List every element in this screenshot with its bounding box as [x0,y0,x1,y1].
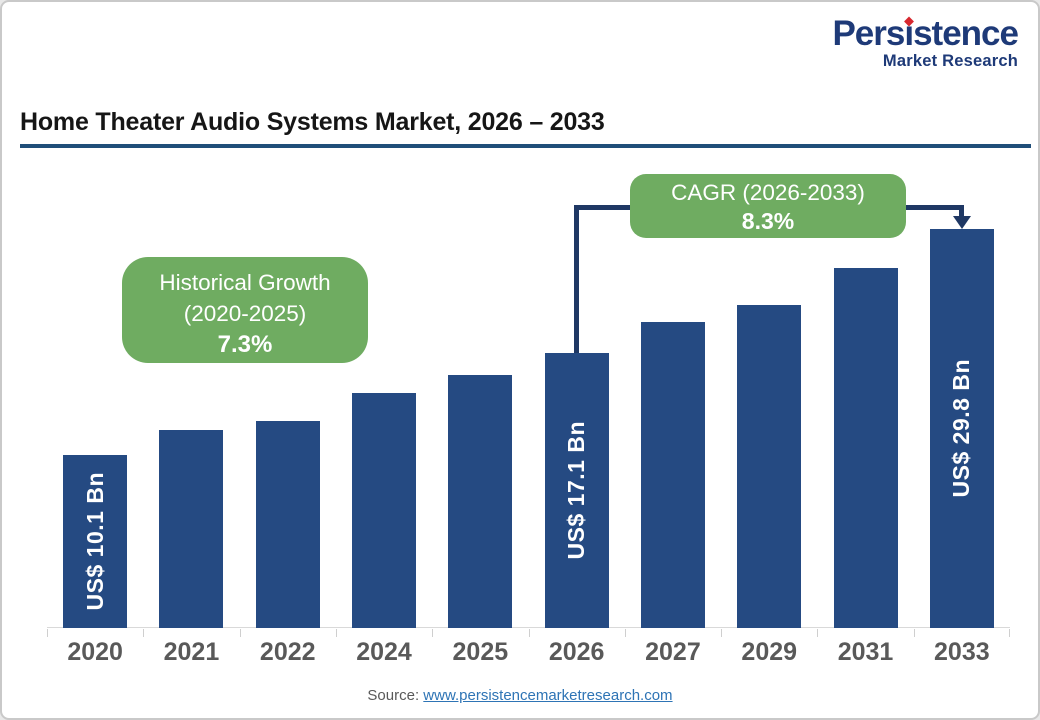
logo-letter-i: ı [903,14,914,53]
bar-2027 [640,322,705,628]
bar-2024 [352,393,417,628]
bar-2025 [448,375,513,628]
bar-2029 [737,305,802,628]
chart-title: Home Theater Audio Systems Market, 2026 … [20,108,605,136]
x-label-2025: 2025 [452,638,509,666]
plot-area: US$ 10.1 Bn US$ 17.1 Bn US$ 29.8 Bn [47,162,1010,637]
bar-value-label-2026: US$ 17.1 Bn [563,421,590,560]
x-label-2033: 2033 [934,638,990,666]
x-label-2024: 2024 [356,638,412,666]
axis-tick [817,629,819,637]
source-label: Source: [367,687,424,704]
source-link[interactable]: www.persistencemarketresearch.com [423,687,673,704]
x-axis-labels: 2020 2021 2022 2024 2025 2026 2027 2029 2031 2033 [47,638,1010,672]
bar-2020: US$ 10.1 Bn [63,455,128,628]
historical-growth-value: 7.3% [217,331,273,358]
bar-2021 [159,430,224,628]
axis-tick [528,629,530,637]
historical-growth-label: Historical Growth [159,270,331,295]
axis-tick [432,629,434,637]
title-underline [20,144,1031,148]
x-label-2027: 2027 [645,638,701,666]
axis-tick [47,629,48,637]
bar-2026: US$ 17.1 Bn [544,353,609,628]
axis-tick [239,629,241,637]
x-label-2026: 2026 [548,638,605,666]
cagr-callout: CAGR (2026-2033) 8.3% [630,174,906,238]
axis-tick [143,629,145,637]
axis-tick [1009,629,1010,637]
historical-growth-callout: Historical Growth (2020-2025) 7.3% [122,257,368,363]
bar-2033: US$ 29.8 Bn [929,229,994,628]
x-label-2031: 2031 [837,638,894,666]
cagr-connector-arrowhead-icon [953,216,971,229]
bar-2031 [833,268,898,628]
x-label-2022: 2022 [259,638,316,666]
bar-value-label-2020: US$ 10.1 Bn [81,472,108,611]
logo-text-pre: Pers [832,14,905,53]
logo-wordmark: Persı stence [832,14,1019,53]
bar-2022 [255,421,320,628]
cagr-label: CAGR (2026-2033) [671,180,865,205]
cagr-connector-left-segment [574,205,579,353]
source-line: Source: www.persistencemarketresearch.co… [2,687,1038,704]
bar-value-label-2033: US$ 29.8 Bn [948,359,975,498]
x-label-2029: 2029 [741,638,798,666]
axis-tick [624,629,626,637]
cagr-value: 8.3% [741,208,795,234]
cagr-connector-right-segment [959,205,964,218]
axis-tick [913,629,915,637]
axis-tick [335,629,337,637]
logo-subtitle: Market Research [882,52,1018,70]
historical-growth-period: (2020-2025) [183,301,307,326]
x-axis-line [47,627,1010,628]
axis-tick [721,629,723,637]
x-label-2021: 2021 [163,638,220,666]
x-label-2020: 2020 [67,638,123,666]
pmr-logo: Persı stence Market Research [832,14,1019,70]
logo-text-post: stence [913,14,1019,53]
